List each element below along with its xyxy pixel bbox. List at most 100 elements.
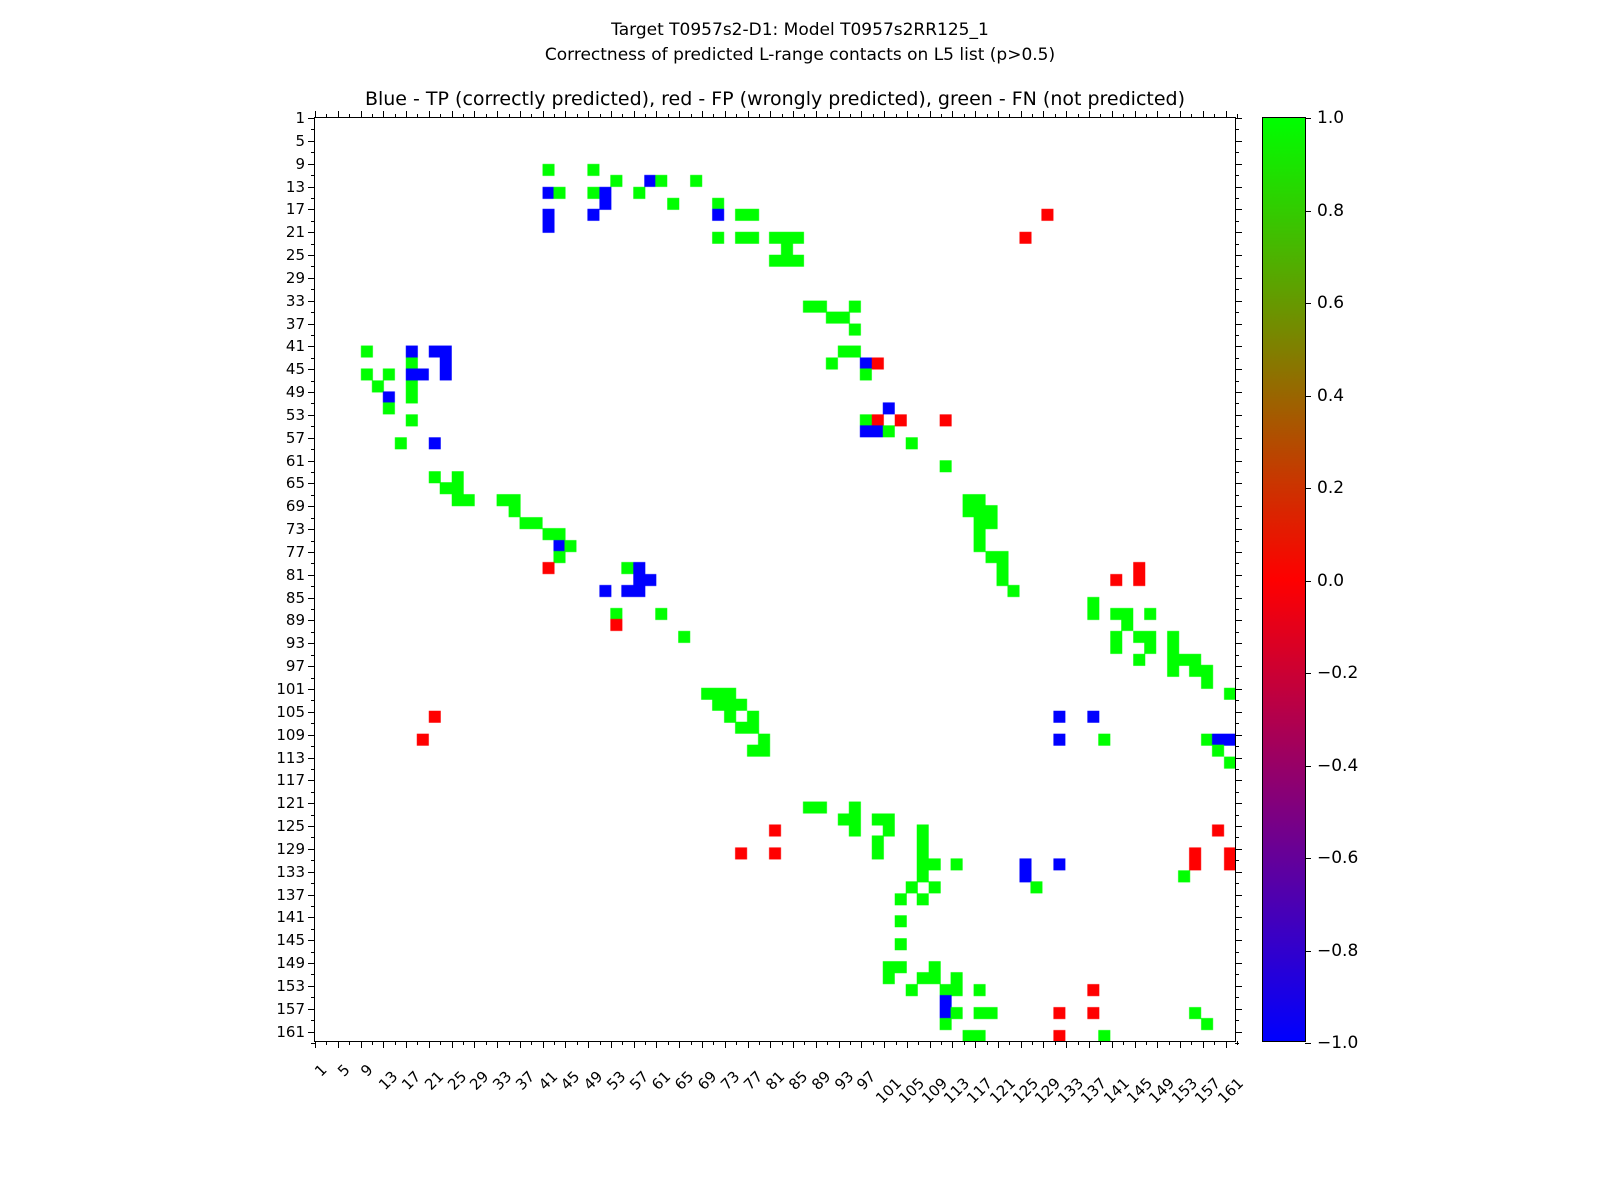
y-axis-minor-tick-right [1235,723,1239,725]
x-axis-minor-tick [554,1041,556,1045]
y-axis-tick-label: 37 [285,314,305,333]
x-axis-major-tick-top [861,111,863,118]
y-axis-tick-label: 101 [276,679,305,698]
x-axis-major-tick [679,1041,681,1048]
x-axis-minor-tick [349,1041,351,1045]
x-axis-major-tick-top [747,111,749,118]
y-axis-minor-tick [311,129,315,131]
y-axis-major-tick [308,506,315,508]
x-axis-minor-tick-top [645,114,647,118]
x-axis-major-tick [1134,1041,1136,1048]
y-axis-minor-tick-right [1235,768,1239,770]
x-axis-major-tick [633,1041,635,1048]
x-axis-minor-tick [849,1041,851,1045]
x-axis-minor-tick-top [1054,114,1056,118]
x-axis-major-tick-top [337,111,339,118]
x-axis-tick-label-wrap: 133 [1054,1041,1087,1107]
y-axis-major-tick [308,985,315,987]
x-axis-major-tick [815,1041,817,1048]
y-axis-major-tick [308,186,315,188]
x-axis-minor-tick-top [1077,114,1079,118]
y-axis-major-tick-right [1235,963,1242,965]
y-axis-major-tick-right [1235,1008,1242,1010]
y-axis-major-tick [308,529,315,531]
x-axis-major-tick-top [929,111,931,118]
y-axis-major-tick-right [1235,209,1242,211]
y-axis-minor-tick [311,289,315,291]
x-axis-minor-tick [736,1041,738,1045]
x-axis-major-tick [952,1041,954,1048]
y-axis-minor-tick [311,609,315,611]
x-axis-tick-label-wrap: 105 [895,1041,928,1107]
x-axis-major-tick [1020,1041,1022,1048]
y-axis-major-tick [308,574,315,576]
x-axis-major-tick-top [383,111,385,118]
contact-map-canvas [315,118,1235,1041]
x-axis-minor-tick [758,1041,760,1045]
y-axis-minor-tick-right [1235,403,1239,405]
y-axis-minor-tick-right [1235,746,1239,748]
x-axis-tick-label: 1 [311,1060,331,1081]
x-axis-minor-tick-top [667,114,669,118]
x-axis-minor-tick [804,1041,806,1045]
x-axis-major-tick [747,1041,749,1048]
x-axis-minor-tick [326,1041,328,1045]
x-axis-tick-label-wrap: 97 [853,1041,879,1094]
y-axis-minor-tick [311,951,315,953]
x-axis-tick-label-wrap: 5 [334,1041,353,1080]
y-axis-minor-tick [311,677,315,679]
x-axis-major-tick [861,1041,863,1048]
colorbar-tick [1305,765,1311,767]
x-axis-minor-tick-top [1145,114,1147,118]
y-axis-major-tick [308,140,315,142]
x-axis-minor-tick [1145,1041,1147,1045]
y-axis-minor-tick-right [1235,357,1239,359]
x-axis-major-tick-top [1111,111,1113,118]
y-axis-major-tick [308,620,315,622]
y-axis-major-tick [308,666,315,668]
x-axis-tick-label-wrap: 61 [649,1041,675,1094]
y-axis-minor-tick-right [1235,1020,1239,1022]
x-axis-minor-tick [394,1041,396,1045]
x-axis-minor-tick [576,1041,578,1045]
x-axis-tick-label-wrap: 57 [626,1041,652,1094]
x-axis-tick-label-wrap: 69 [694,1041,720,1094]
x-axis-major-tick-top [610,111,612,118]
x-axis-major-tick-top [315,111,316,118]
y-axis-minor-tick [311,928,315,930]
x-axis-major-tick-top [952,111,954,118]
y-axis-minor-tick [311,974,315,976]
x-axis-major-tick [565,1041,567,1048]
y-axis-major-tick-right [1235,780,1242,782]
x-axis-tick-label-wrap: 141 [1100,1041,1133,1107]
x-axis-major-tick-top [656,111,658,118]
y-axis-minor-tick-right [1235,220,1239,222]
y-axis-major-tick [308,871,315,873]
y-axis-major-tick [308,118,315,119]
y-axis-minor-tick-right [1235,129,1239,131]
y-axis-minor-tick [311,517,315,519]
y-axis-major-tick [308,757,315,759]
x-axis-minor-tick-top [622,114,624,118]
y-axis-minor-tick-right [1235,997,1239,999]
y-axis-minor-tick [311,883,315,885]
x-axis-major-tick-top [975,111,977,118]
colorbar-tick-label: −1.0 [1317,1033,1359,1053]
colorbar-tick [1305,950,1311,952]
y-axis-major-tick-right [1235,643,1242,645]
y-axis-tick-label: 77 [285,542,305,561]
y-axis-major-tick [308,483,315,485]
x-axis-major-tick [337,1041,339,1048]
y-axis-minor-tick-right [1235,494,1239,496]
x-axis-minor-tick [440,1041,442,1045]
y-axis-major-tick [308,414,315,416]
x-axis-minor-tick-top [963,114,965,118]
y-axis-minor-tick [311,631,315,633]
figure-title-line2: Correctness of predicted L-range contact… [544,45,1056,65]
colorbar-tick-label: −0.4 [1317,755,1359,776]
y-axis-minor-tick-right [1235,563,1239,565]
y-axis-minor-tick [311,357,315,359]
y-axis-minor-tick [311,152,315,154]
x-axis-minor-tick [462,1041,464,1045]
x-axis-minor-tick-top [736,114,738,118]
